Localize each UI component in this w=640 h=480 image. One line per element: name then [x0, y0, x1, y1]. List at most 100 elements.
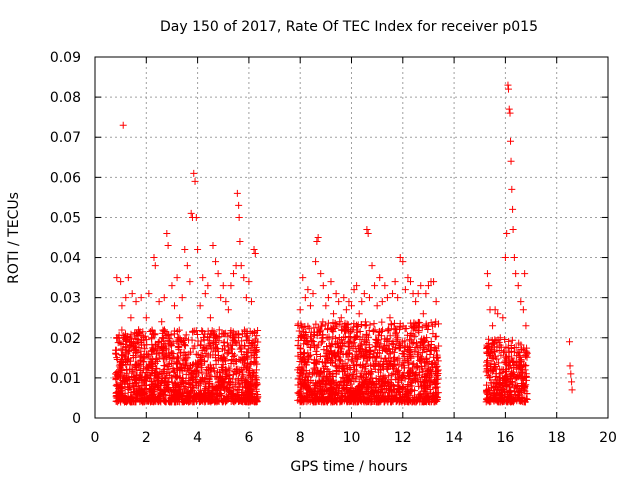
data-point	[230, 270, 238, 278]
data-point	[383, 335, 391, 343]
data-point	[350, 286, 358, 294]
data-point	[175, 333, 183, 341]
data-point	[235, 201, 243, 209]
data-point	[250, 246, 258, 254]
data-point	[427, 337, 435, 345]
data-point	[180, 379, 188, 387]
data-point	[325, 348, 333, 356]
data-point	[375, 343, 383, 351]
data-point	[415, 382, 423, 390]
data-point	[173, 360, 181, 368]
data-point	[352, 375, 360, 383]
data-point	[214, 368, 222, 376]
data-point	[229, 328, 237, 336]
data-point	[312, 393, 320, 401]
data-point	[430, 278, 438, 286]
data-point	[172, 372, 180, 380]
data-point	[504, 81, 512, 89]
data-point	[254, 338, 262, 346]
data-point	[134, 382, 142, 390]
data-point	[179, 367, 187, 375]
data-point	[491, 392, 499, 400]
data-point	[180, 341, 188, 349]
data-point	[491, 353, 499, 361]
data-point	[485, 387, 493, 395]
data-point	[513, 372, 521, 380]
data-point	[383, 347, 391, 355]
data-point	[179, 356, 187, 364]
data-point	[180, 348, 188, 356]
data-point	[488, 355, 496, 363]
data-point	[314, 234, 322, 241]
data-point	[388, 380, 396, 388]
data-point	[513, 374, 521, 382]
data-point	[251, 380, 259, 388]
data-point	[322, 358, 330, 366]
data-point	[227, 391, 235, 399]
data-point	[490, 389, 498, 397]
data-point	[311, 394, 319, 402]
data-point	[400, 347, 408, 355]
y-tick-label: 0.07	[50, 130, 81, 146]
data-point	[319, 394, 327, 402]
data-point	[485, 351, 493, 359]
data-point	[180, 390, 188, 398]
data-point	[493, 385, 501, 393]
y-tick-label: 0.05	[50, 210, 81, 226]
data-point	[224, 388, 232, 396]
data-point	[434, 389, 442, 397]
data-point	[238, 375, 246, 383]
data-point	[322, 302, 330, 310]
data-point	[386, 314, 394, 322]
data-point	[165, 338, 173, 346]
data-point	[295, 327, 303, 335]
y-tick-label: 0.06	[50, 170, 81, 186]
data-point	[383, 294, 391, 302]
data-point	[505, 105, 513, 113]
data-point	[362, 321, 370, 329]
data-point	[300, 328, 308, 336]
data-point	[305, 352, 313, 360]
data-point	[186, 389, 194, 397]
data-point	[251, 250, 259, 258]
data-point	[196, 342, 204, 350]
data-point	[510, 371, 518, 379]
data-point	[152, 341, 160, 349]
data-point	[301, 331, 309, 339]
data-point	[339, 373, 347, 381]
data-point	[220, 380, 228, 388]
data-point	[515, 358, 523, 366]
data-point	[150, 254, 158, 262]
data-point	[164, 360, 172, 368]
data-point	[416, 344, 424, 352]
data-point	[185, 350, 193, 358]
data-point	[353, 385, 361, 393]
data-point	[303, 376, 311, 384]
data-point	[432, 298, 440, 306]
data-point	[426, 385, 434, 393]
data-point	[181, 246, 189, 254]
data-point	[163, 353, 171, 361]
data-point	[160, 361, 168, 369]
data-point	[353, 282, 361, 290]
data-point	[228, 345, 236, 353]
data-point	[197, 337, 205, 345]
data-point	[245, 398, 253, 406]
data-point	[423, 334, 431, 342]
data-point	[187, 209, 195, 217]
data-point	[168, 282, 176, 290]
data-point	[302, 361, 310, 369]
data-point	[189, 328, 197, 336]
data-point	[496, 370, 504, 378]
data-point	[398, 384, 406, 392]
data-point	[186, 278, 194, 286]
data-point	[483, 366, 491, 374]
data-point	[415, 369, 423, 377]
data-point	[335, 298, 343, 306]
data-point	[219, 282, 227, 290]
data-point	[490, 365, 498, 373]
data-point	[369, 378, 377, 386]
data-point	[119, 340, 127, 348]
data-point	[354, 383, 362, 391]
data-point	[201, 290, 209, 298]
